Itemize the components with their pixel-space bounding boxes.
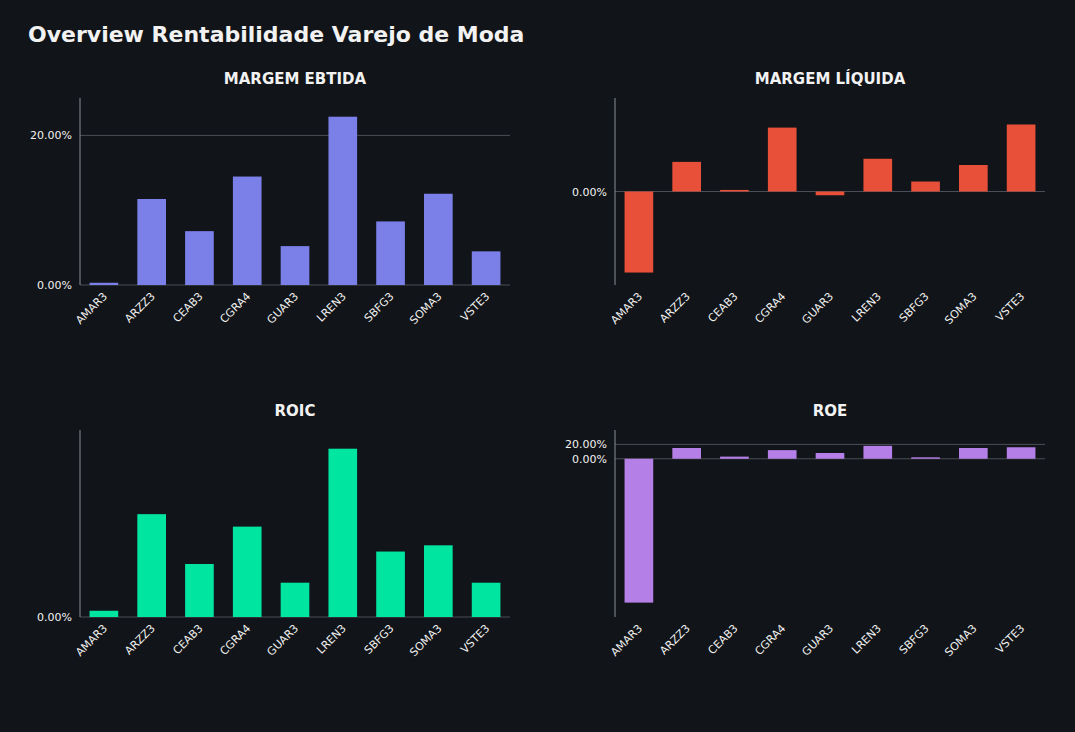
bar <box>137 514 166 617</box>
panel: ROIC 0.00%AMAR3 ARZZ3 CEAB3 CGRA4 GUAR3 LREN3 S… <box>37 402 510 659</box>
bar <box>233 527 262 617</box>
bar <box>472 583 501 617</box>
x-tick-label: CGRA4 <box>752 290 788 326</box>
bar <box>328 117 357 285</box>
panel: MARGEM LÍQUIDA 0.00% AMAR3 ARZZ3 CEAB3 CGRA4 G… <box>572 69 1045 327</box>
bar <box>672 162 701 192</box>
y-axis-line <box>80 98 81 285</box>
x-tick-label: CGRA4 <box>752 622 788 658</box>
y-axis-line <box>615 98 616 285</box>
x-tick-label: VSTE3 <box>993 622 1027 656</box>
background <box>0 0 1075 732</box>
bar <box>185 231 214 285</box>
bar <box>472 251 501 285</box>
x-tick-label: AMAR3 <box>608 290 645 327</box>
y-axis-line <box>80 430 81 617</box>
x-tick-label: CGRA4 <box>217 622 253 658</box>
bar <box>768 450 797 459</box>
panel-title: MARGEM LÍQUIDA <box>755 69 906 88</box>
bar <box>328 449 357 617</box>
x-tick-label: ARZZ3 <box>122 290 158 326</box>
bars <box>90 117 501 285</box>
bar <box>911 182 940 192</box>
bar <box>816 453 845 459</box>
panel-title: ROIC <box>275 402 316 420</box>
bar <box>185 564 214 617</box>
x-tick-label: CGRA4 <box>217 290 253 326</box>
bar <box>720 457 749 459</box>
x-tick-label: ARZZ3 <box>657 290 693 326</box>
bar <box>720 190 749 192</box>
bar <box>90 283 119 285</box>
bar <box>625 459 654 603</box>
bar <box>233 177 262 285</box>
bar <box>137 199 166 285</box>
x-tick-label: VSTE3 <box>458 622 492 656</box>
grid-line <box>615 444 1045 445</box>
bar <box>424 545 453 617</box>
x-tick-label: ARZZ3 <box>657 622 693 658</box>
bar <box>672 448 701 459</box>
bar <box>863 446 892 459</box>
bar <box>625 192 654 273</box>
bars <box>625 446 1036 603</box>
bars <box>625 124 1036 272</box>
panel: MARGEM EBTIDA 0.00% 20.00% AMAR3 ARZZ3 CEAB3 C… <box>30 70 510 327</box>
x-tick-label: CEAB3 <box>170 622 205 657</box>
x-tick-label: AMAR3 <box>73 290 110 327</box>
x-tick-label: CEAB3 <box>705 290 740 325</box>
x-tick-label: AMAR3 <box>608 622 645 659</box>
bar <box>768 128 797 192</box>
x-tick-label: AMAR3 <box>73 622 110 659</box>
x-tick-label: SOMA3 <box>942 622 979 659</box>
x-tick-label: VSTE3 <box>993 290 1027 324</box>
x-tick-label: GUAR3 <box>265 290 302 327</box>
x-tick-label: LREN3 <box>849 622 884 657</box>
x-tick-label: CEAB3 <box>705 622 740 657</box>
y-axis-line <box>615 430 616 617</box>
x-tick-label: SOMA3 <box>407 622 444 659</box>
x-tick-label: LREN3 <box>314 290 349 325</box>
bar <box>816 192 845 196</box>
bar <box>959 448 988 459</box>
y-tick-label: 20.00% <box>30 129 72 142</box>
grid-line <box>80 135 510 136</box>
x-tick-label: CEAB3 <box>170 290 205 325</box>
x-tick-label: SBFG3 <box>362 290 397 325</box>
bar <box>863 159 892 192</box>
bar <box>959 165 988 191</box>
x-tick-label: VSTE3 <box>458 290 492 324</box>
bar <box>911 457 940 458</box>
bar <box>376 552 405 617</box>
y-tick-label: 0.00% <box>572 186 607 199</box>
x-tick-label: SBFG3 <box>362 622 397 657</box>
bars <box>90 449 501 617</box>
bar <box>1007 124 1036 191</box>
bar <box>1007 447 1036 459</box>
panel: ROE 0.00% 20.00% AMAR3 ARZZ3 CEAB3 CGRA4 GUAR3 L… <box>565 402 1045 659</box>
bar <box>281 583 310 617</box>
x-tick-label: ARZZ3 <box>122 622 158 658</box>
bar <box>90 611 119 617</box>
x-tick-label: LREN3 <box>849 290 884 325</box>
x-tick-label: SBFG3 <box>897 622 932 657</box>
panel-title: MARGEM EBTIDA <box>224 70 367 88</box>
y-tick-label: 0.00% <box>37 279 72 292</box>
x-tick-label: GUAR3 <box>800 622 837 659</box>
x-tick-label: SBFG3 <box>897 290 932 325</box>
bar <box>281 246 310 285</box>
y-tick-label: 0.00% <box>572 453 607 466</box>
x-tick-label: GUAR3 <box>800 290 837 327</box>
bar <box>424 194 453 285</box>
x-tick-label: LREN3 <box>314 622 349 657</box>
chart-root: Overview Rentabilidade Varejo de Moda MAR… <box>0 0 1075 732</box>
figure-title: Overview Rentabilidade Varejo de Moda <box>28 22 524 47</box>
x-tick-label: GUAR3 <box>265 622 302 659</box>
x-tick-label: SOMA3 <box>407 290 444 327</box>
bar <box>376 221 405 285</box>
y-tick-label: 20.00% <box>565 438 607 451</box>
panel-title: ROE <box>813 402 848 420</box>
x-tick-label: SOMA3 <box>942 290 979 327</box>
y-tick-label: 0.00% <box>37 611 72 624</box>
